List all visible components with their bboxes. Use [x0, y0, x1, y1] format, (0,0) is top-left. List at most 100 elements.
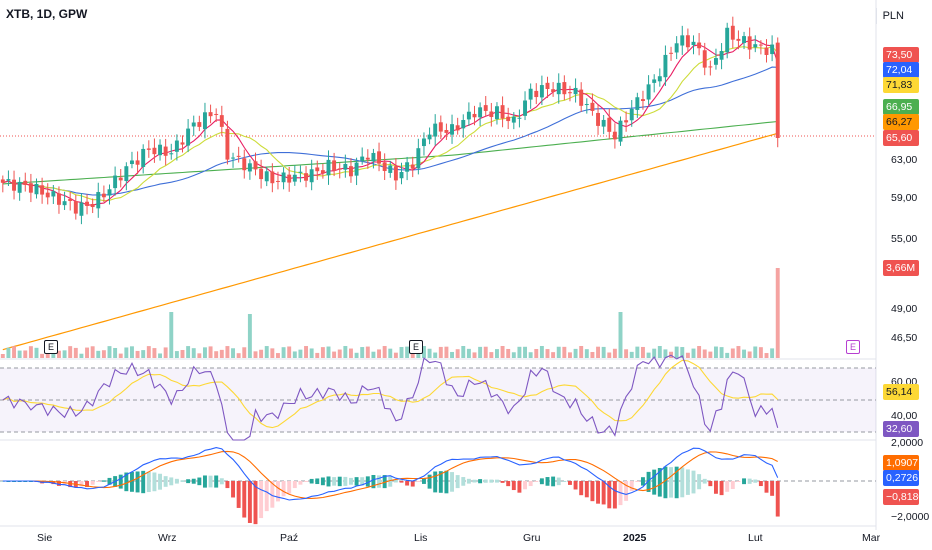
earnings-marker[interactable]: E — [846, 340, 860, 354]
macd-histogram-bar — [85, 481, 90, 488]
candle-body — [567, 92, 572, 94]
candle-body — [73, 201, 78, 214]
candle-body — [607, 117, 612, 132]
candle-body — [152, 147, 157, 155]
candle-body — [719, 51, 724, 60]
macd-histogram-bar — [624, 481, 629, 501]
volume-bar — [455, 349, 460, 358]
candle-body — [399, 171, 404, 179]
macd-histogram-bar — [758, 481, 763, 487]
volume-bar — [129, 346, 134, 358]
candle-body — [348, 166, 353, 177]
candle-body — [34, 183, 39, 195]
candle-body — [332, 160, 337, 171]
volume-bar — [320, 347, 325, 358]
candle-body — [253, 161, 258, 170]
macd-histogram-bar — [270, 481, 275, 508]
macd-histogram-bar — [612, 481, 617, 509]
volume-bar — [433, 352, 438, 358]
volume-bar — [315, 352, 320, 358]
volume-bar — [680, 347, 685, 358]
volume-bar — [702, 349, 707, 358]
macd-histogram-bar — [219, 478, 224, 485]
macd-histogram-bar — [320, 477, 325, 486]
candle-body — [191, 122, 196, 127]
macd-histogram-bar — [124, 472, 129, 492]
macd-histogram-bar — [534, 481, 539, 482]
rsi-axis-label: 40,00 — [891, 410, 918, 422]
volume-bar — [758, 347, 763, 358]
volume-bar — [590, 352, 595, 358]
macd-histogram-bar — [169, 477, 174, 486]
macd-histogram-bar — [141, 470, 146, 494]
volume-bar — [652, 348, 657, 358]
rsi-line — [2, 354, 779, 441]
macd-histogram-bar — [472, 479, 477, 483]
macd-histogram-bar — [506, 481, 511, 487]
macd-histogram-bar — [421, 478, 426, 484]
macd-histogram-bar — [371, 474, 376, 489]
candle-body — [281, 172, 286, 183]
volume-bar — [371, 351, 376, 358]
macd-histogram-bar — [528, 481, 533, 487]
candle-body — [450, 124, 455, 135]
volume-bar — [691, 348, 696, 358]
macd-histogram-bar — [551, 476, 556, 487]
candle-body — [337, 168, 342, 170]
volume-bar — [259, 349, 264, 358]
macd-histogram-bar — [607, 481, 612, 509]
candle-body — [685, 35, 690, 48]
candle-body — [62, 201, 67, 206]
candle-body — [326, 159, 331, 176]
volume-bar — [730, 348, 735, 358]
volume-bar — [28, 346, 33, 358]
macd-histogram-bar — [360, 477, 365, 486]
volume-bar — [197, 353, 202, 358]
macd-histogram-bar — [596, 481, 601, 504]
volume-bar — [326, 346, 331, 358]
volume-bar — [146, 346, 151, 358]
candle-body — [393, 166, 398, 181]
candle-body — [247, 163, 252, 172]
macd-histogram-bar — [736, 481, 741, 482]
volume-bar — [685, 352, 690, 358]
volume-bar — [377, 349, 382, 358]
macd-histogram-bar — [545, 477, 550, 486]
candle-body — [736, 38, 741, 41]
candle-body — [517, 117, 522, 119]
ma200-line — [2, 132, 778, 351]
earnings-marker[interactable]: E — [409, 340, 423, 354]
candle-body — [68, 198, 73, 201]
macd-histogram-bar — [51, 481, 56, 485]
volume-bar — [466, 348, 471, 358]
candle-body — [472, 113, 477, 118]
time-axis-label: Lis — [414, 532, 428, 544]
candle-body — [90, 203, 95, 208]
volume-bar — [90, 346, 95, 358]
candle-body — [523, 100, 528, 116]
candle-body — [584, 104, 589, 106]
candle-body — [433, 123, 438, 137]
candle-body — [23, 180, 28, 186]
macd-histogram-bar — [730, 481, 735, 490]
volume-bar — [174, 351, 179, 358]
candle-body — [180, 142, 185, 145]
price-tag: 66,27 — [883, 114, 919, 130]
macd-histogram-bar — [225, 481, 230, 489]
candle-body — [174, 140, 179, 152]
symbol-title[interactable]: XTB, 1D, GPW — [6, 7, 88, 21]
candle-body — [697, 42, 702, 49]
candle-body — [377, 151, 382, 164]
macd-histogram-bar — [231, 481, 236, 498]
volume-bar — [657, 346, 662, 358]
volume-bar — [478, 346, 483, 358]
candle-body — [438, 122, 443, 132]
candle-body — [135, 160, 140, 165]
currency-label[interactable]: PLN — [875, 8, 910, 24]
earnings-marker[interactable]: E — [44, 340, 58, 354]
macd-histogram-bar — [377, 475, 382, 488]
time-axis-label: Wrz — [158, 532, 177, 544]
candle-body — [556, 82, 561, 95]
candle-body — [231, 157, 236, 159]
